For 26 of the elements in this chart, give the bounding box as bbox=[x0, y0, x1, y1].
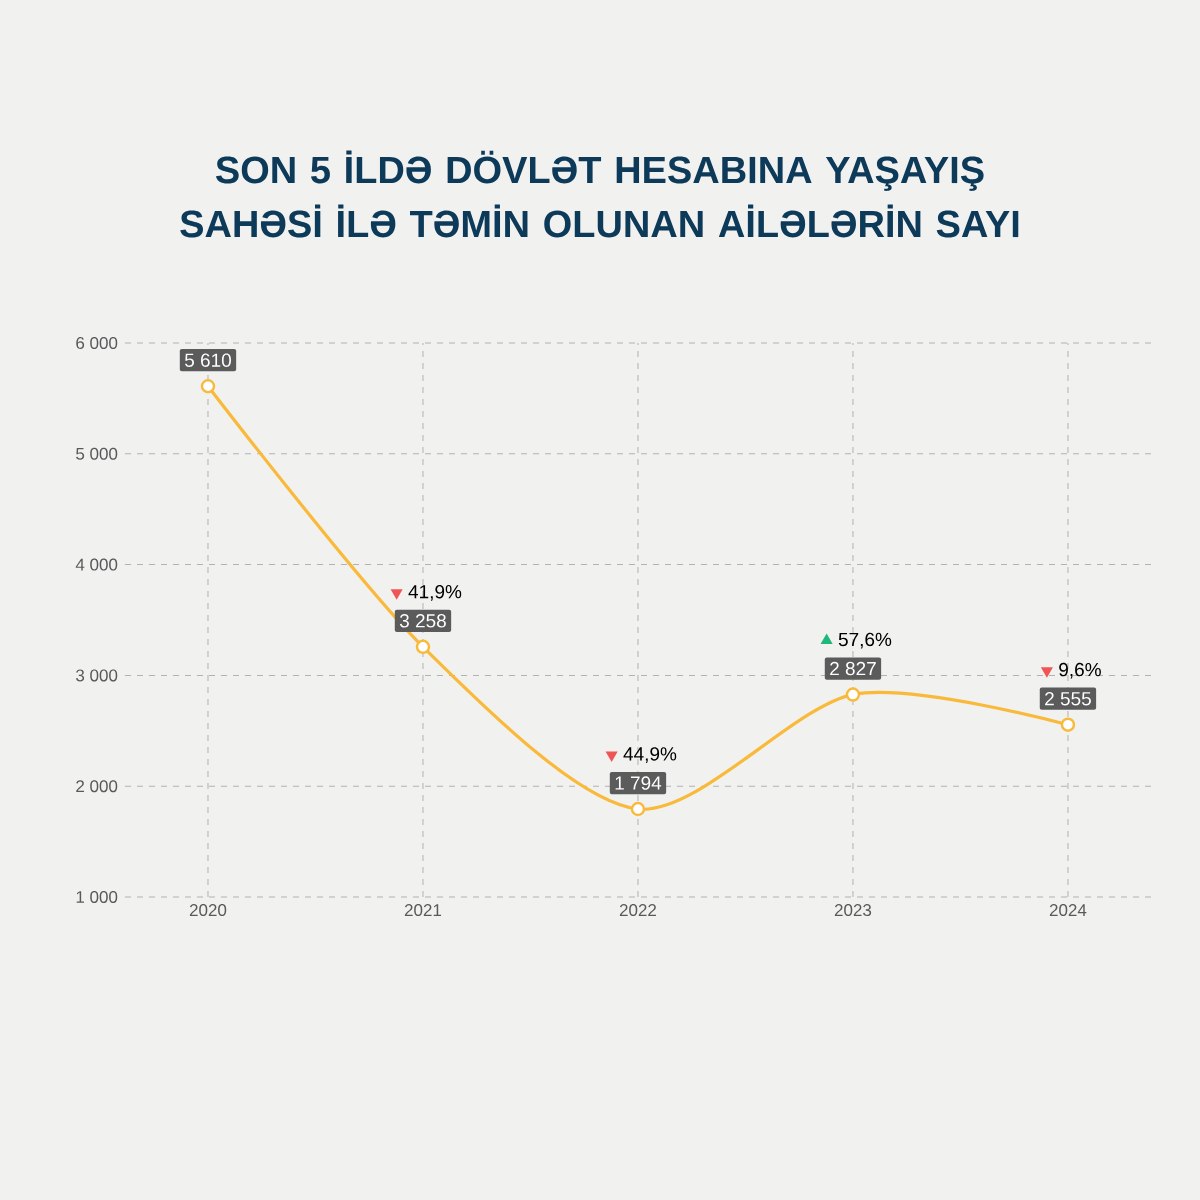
annotation: 9,6% bbox=[1059, 662, 1101, 679]
x-tick-label: 2022 bbox=[619, 904, 657, 917]
point bbox=[1060, 717, 1076, 732]
x-tick-label: 2024 bbox=[1049, 904, 1087, 917]
point bbox=[415, 639, 431, 655]
y-tick-label: 3 000 bbox=[76, 669, 118, 682]
x-tick-label: 2021 bbox=[404, 904, 442, 917]
data-label: 2 827 bbox=[830, 661, 876, 676]
y-tick-label: 6 000 bbox=[76, 337, 118, 350]
y-tick-label: 5 000 bbox=[76, 447, 118, 460]
point bbox=[200, 379, 216, 394]
point bbox=[630, 801, 646, 817]
data-label: 2 555 bbox=[1045, 691, 1091, 706]
annotation: 57,6% bbox=[838, 632, 892, 649]
y-tick-label: 1 000 bbox=[76, 890, 118, 904]
data-label: 3 258 bbox=[399, 614, 446, 628]
point bbox=[845, 687, 861, 702]
data-label: 5 610 bbox=[184, 353, 231, 367]
x-tick-label: 2020 bbox=[189, 904, 227, 917]
y-tick-label: 4 000 bbox=[75, 558, 118, 571]
y-tick-label: 2 000 bbox=[76, 780, 118, 793]
chart-title: SON 5 İLDƏ DÖVLƏT HESABINA YAŞAYIŞ SAHƏSİ İLƏ TƏMİN OLUNAN AİLƏLƏRİN SAYI bbox=[180, 150, 1019, 238]
annotation: 44,9% bbox=[623, 747, 677, 763]
data-label: 1 794 bbox=[615, 776, 662, 790]
annotation: 41,9% bbox=[408, 584, 462, 601]
x-tick-label: 2023 bbox=[834, 904, 872, 917]
